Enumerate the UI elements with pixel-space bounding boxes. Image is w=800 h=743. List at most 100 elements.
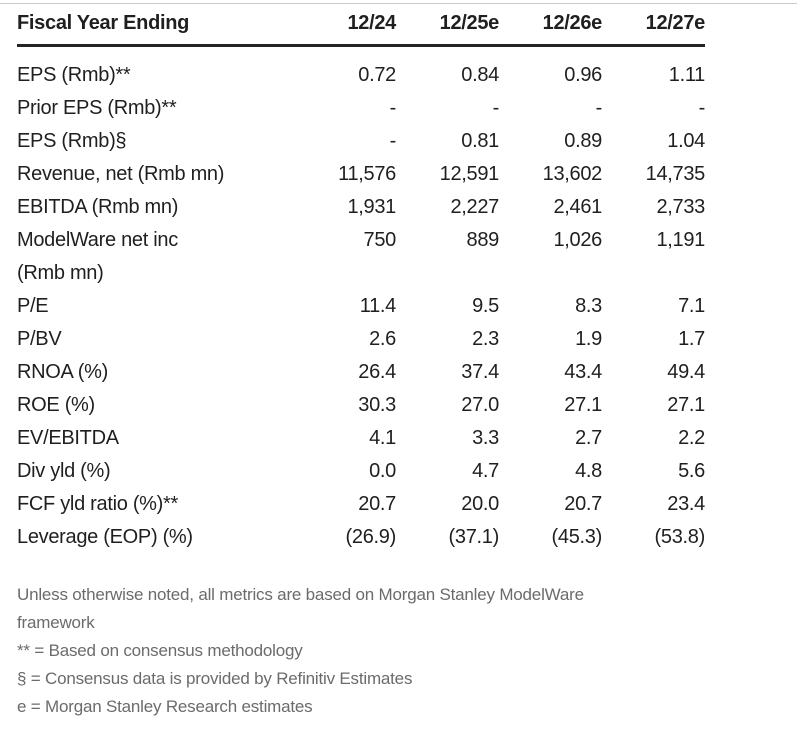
row-label: EV/EBITDA bbox=[17, 427, 119, 449]
row-value: 4.7 bbox=[472, 460, 499, 482]
table-row: Div yld (%) 0.0 4.7 4.8 5.6 bbox=[17, 455, 705, 488]
row-value: - bbox=[698, 97, 706, 119]
row-value: 13,602 bbox=[542, 163, 603, 185]
row-value: 43.4 bbox=[564, 361, 602, 383]
row-label: Div yld (%) bbox=[17, 460, 111, 482]
row-value: 0.81 bbox=[461, 130, 499, 152]
row-label: Prior EPS (Rmb)** bbox=[17, 97, 177, 119]
row-value: 4.1 bbox=[369, 427, 396, 449]
row-value: 26.4 bbox=[358, 361, 396, 383]
table-title: Fiscal Year Ending bbox=[17, 4, 293, 47]
table-row: Prior EPS (Rmb)** - - - - bbox=[17, 92, 705, 125]
row-value: 1,026 bbox=[553, 229, 602, 251]
row-value: 14,735 bbox=[645, 163, 706, 185]
footnote: Unless otherwise noted, all metrics are … bbox=[17, 585, 584, 632]
table-row: RNOA (%) 26.4 37.4 43.4 49.4 bbox=[17, 356, 705, 389]
row-value: 889 bbox=[466, 229, 500, 251]
row-value: 1,931 bbox=[347, 196, 396, 218]
row-label: Leverage (EOP) (%) bbox=[17, 526, 193, 548]
row-label: ROE (%) bbox=[17, 394, 95, 416]
row-value: 8.3 bbox=[575, 295, 602, 317]
row-value: 1,191 bbox=[656, 229, 705, 251]
row-label: FCF yld ratio (%)** bbox=[17, 493, 178, 515]
row-value: 2.2 bbox=[678, 427, 705, 449]
table-row: Revenue, net (Rmb mn) 11,576 12,591 13,602 1… bbox=[17, 158, 705, 191]
row-value: 20.7 bbox=[564, 493, 602, 515]
row-value: 27.1 bbox=[564, 394, 602, 416]
row-value: - bbox=[492, 97, 500, 119]
table-header: Fiscal Year Ending 12/24 12/25e 12/26e 1… bbox=[17, 4, 705, 47]
table-row: EBITDA (Rmb mn) 1,931 2,227 2,461 2,733 bbox=[17, 191, 705, 224]
table-row: Leverage (EOP) (%) (26.9) (37.1) (45.3) (53.… bbox=[17, 521, 705, 554]
footnotes: Unless otherwise noted, all metrics are … bbox=[17, 581, 737, 721]
row-value: 4.8 bbox=[575, 460, 602, 482]
row-value: - bbox=[595, 97, 603, 119]
row-value: 11.4 bbox=[359, 295, 397, 317]
row-label: P/E bbox=[17, 295, 49, 317]
row-value: 2.3 bbox=[472, 328, 499, 350]
row-value: 3.3 bbox=[472, 427, 499, 449]
row-value: 49.4 bbox=[667, 361, 705, 383]
table-row: EPS (Rmb)** 0.72 0.84 0.96 1.11 bbox=[17, 46, 705, 93]
column-header-12-24: 12/24 bbox=[293, 4, 396, 47]
row-value: 23.4 bbox=[667, 493, 705, 515]
top-divider bbox=[0, 3, 797, 4]
row-value: 750 bbox=[363, 229, 397, 251]
row-value: 1.11 bbox=[668, 64, 706, 86]
row-label: EPS (Rmb)** bbox=[17, 64, 131, 86]
table-row: FCF yld ratio (%)** 20.7 20.0 20.7 23.4 bbox=[17, 488, 705, 521]
row-value: 0.96 bbox=[564, 64, 602, 86]
table-row: ModelWare net inc (Rmb mn) 750 889 1,026 1,1… bbox=[17, 224, 705, 290]
row-value: 2.7 bbox=[575, 427, 602, 449]
row-value: 37.4 bbox=[461, 361, 499, 383]
row-value: 12,591 bbox=[439, 163, 500, 185]
row-value: 0.72 bbox=[358, 64, 396, 86]
row-value: 2,733 bbox=[656, 196, 705, 218]
row-value: 20.7 bbox=[358, 493, 396, 515]
table-row: EPS (Rmb)§ - 0.81 0.89 1.04 bbox=[17, 125, 705, 158]
row-value: 2,461 bbox=[553, 196, 602, 218]
table-row: EV/EBITDA 4.1 3.3 2.7 2.2 bbox=[17, 422, 705, 455]
row-value: - bbox=[389, 130, 397, 152]
row-label: Revenue, net (Rmb mn) bbox=[17, 163, 225, 185]
row-value: 20.0 bbox=[461, 493, 499, 515]
row-label: P/BV bbox=[17, 328, 62, 350]
column-header-12-26e: 12/26e bbox=[499, 4, 602, 47]
row-value: 11,576 bbox=[338, 163, 396, 185]
table-row: P/BV 2.6 2.3 1.9 1.7 bbox=[17, 323, 705, 356]
table-header-row: Fiscal Year Ending 12/24 12/25e 12/26e 1… bbox=[17, 4, 705, 47]
row-value: 5.6 bbox=[678, 460, 705, 482]
footnote: e = Morgan Stanley Research estimates bbox=[17, 697, 313, 716]
table-row: ROE (%) 30.3 27.0 27.1 27.1 bbox=[17, 389, 705, 422]
row-label: ModelWare net inc (Rmb mn) bbox=[17, 229, 178, 284]
footnote: ** = Based on consensus methodology bbox=[17, 641, 303, 660]
row-value: (45.3) bbox=[551, 526, 603, 548]
row-value: 2,227 bbox=[450, 196, 499, 218]
row-value: 27.1 bbox=[667, 394, 705, 416]
row-value: 30.3 bbox=[358, 394, 396, 416]
table-body: EPS (Rmb)** 0.72 0.84 0.96 1.11 Prior EPS (Rm… bbox=[17, 46, 705, 555]
row-value: 0.84 bbox=[461, 64, 499, 86]
row-label: EBITDA (Rmb mn) bbox=[17, 196, 179, 218]
row-value: (26.9) bbox=[345, 526, 397, 548]
fiscal-metrics-table: Fiscal Year Ending 12/24 12/25e 12/26e 1… bbox=[17, 4, 705, 554]
row-value: 0.89 bbox=[564, 130, 602, 152]
row-value: (37.1) bbox=[448, 526, 500, 548]
row-value: 1.04 bbox=[667, 130, 705, 152]
row-value: 1.9 bbox=[575, 328, 602, 350]
row-value: 27.0 bbox=[461, 394, 499, 416]
table-row: P/E 11.4 9.5 8.3 7.1 bbox=[17, 290, 705, 323]
row-label: EPS (Rmb)§ bbox=[17, 130, 127, 152]
row-value: 7.1 bbox=[678, 295, 705, 317]
column-header-12-27e: 12/27e bbox=[602, 4, 705, 47]
row-label: RNOA (%) bbox=[17, 361, 108, 383]
row-value: - bbox=[389, 97, 397, 119]
column-header-12-25e: 12/25e bbox=[396, 4, 499, 47]
row-value: 9.5 bbox=[472, 295, 499, 317]
footnote: § = Consensus data is provided by Refini… bbox=[17, 669, 413, 688]
row-value: 2.6 bbox=[369, 328, 396, 350]
row-value: 0.0 bbox=[369, 460, 396, 482]
row-value: (53.8) bbox=[654, 526, 706, 548]
row-value: 1.7 bbox=[678, 328, 705, 350]
